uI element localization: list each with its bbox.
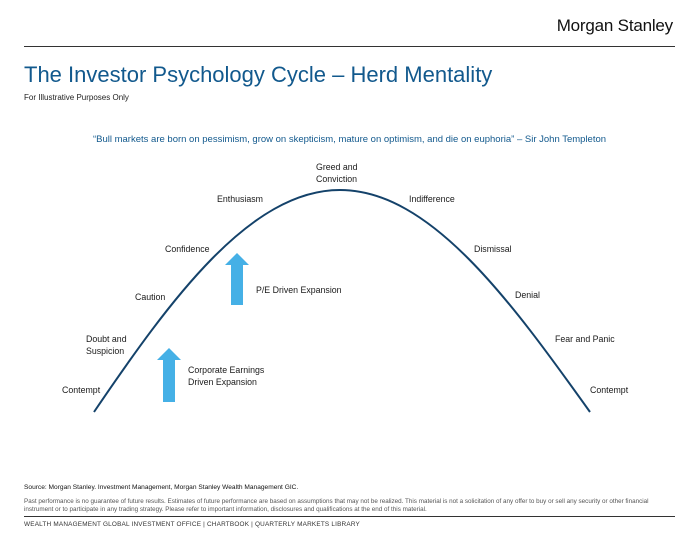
stage-confidence: Confidence — [165, 244, 210, 254]
stage-caution: Caution — [135, 292, 166, 302]
stage-indifference: Indifference — [409, 194, 455, 204]
footer-library-line: WEALTH MANAGEMENT GLOBAL INVESTMENT OFFI… — [24, 521, 360, 528]
stage-dismissal: Dismissal — [474, 244, 512, 254]
driver-corporate-earnings: Corporate Earnings Driven Expansion — [188, 365, 265, 387]
earnings-arrow-icon — [157, 348, 181, 402]
page-title: The Investor Psychology Cycle – Herd Men… — [24, 62, 493, 87]
cycle-curve — [93, 188, 591, 413]
templeton-quote: “Bull markets are born on pessimism, gro… — [92, 134, 607, 145]
stage-doubt-and-suspicion: Doubt and Suspicion — [86, 334, 127, 356]
stage-fear-and-panic: Fear and Panic — [555, 334, 615, 344]
stage-denial: Denial — [515, 290, 540, 300]
stage-contempt-end: Contempt — [590, 385, 629, 395]
disclaimer-text: Past performance is no guarantee of futu… — [24, 498, 649, 513]
page-subtitle: For Illustrative Purposes Only — [24, 93, 129, 102]
footer-divider — [24, 516, 675, 517]
stage-enthusiasm: Enthusiasm — [217, 194, 263, 204]
stage-greed-and-conviction: Greed and Conviction — [316, 162, 358, 184]
source-note: Source: Morgan Stanley. Investment Manag… — [24, 484, 299, 491]
driver-pe-expansion: P/E Driven Expansion — [256, 285, 342, 295]
header-divider — [24, 46, 675, 47]
pe-arrow-icon — [225, 253, 249, 305]
stage-contempt-start: Contempt — [62, 385, 101, 395]
brand-logo: Morgan Stanley — [556, 16, 673, 35]
